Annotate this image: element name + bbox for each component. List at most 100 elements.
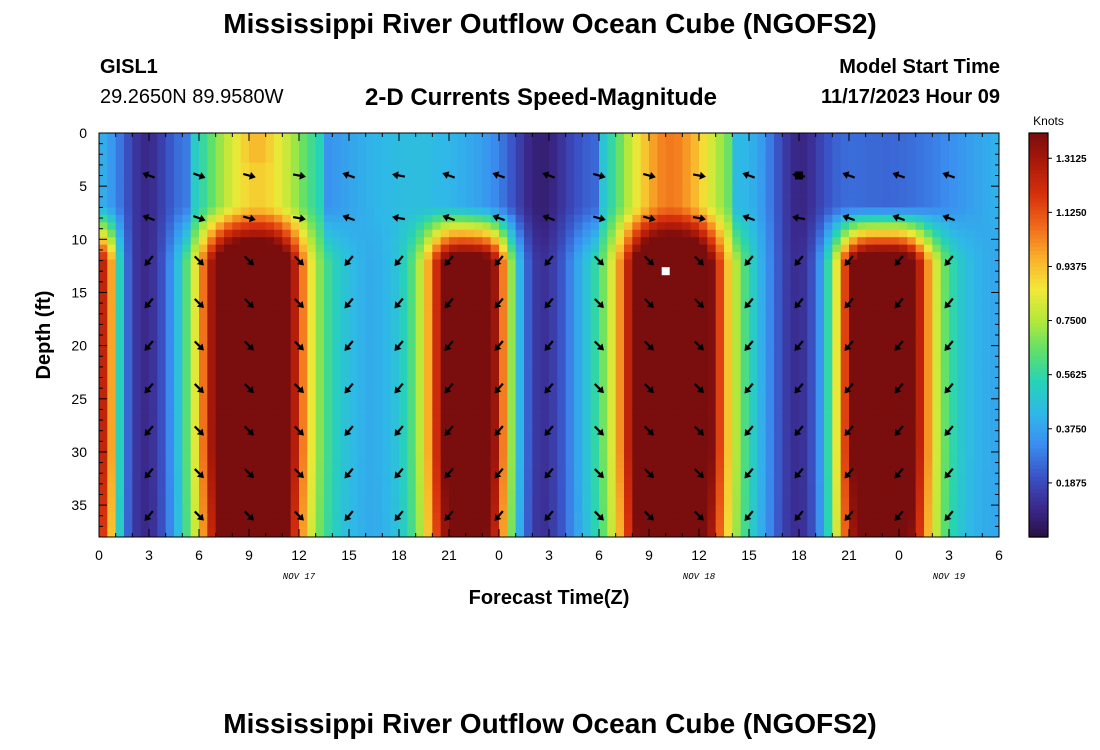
heatmap-cell bbox=[490, 438, 500, 447]
heatmap-cell bbox=[315, 296, 325, 305]
heatmap-cell bbox=[624, 252, 633, 261]
heatmap-cell bbox=[465, 512, 475, 521]
heatmap-cell bbox=[415, 445, 425, 454]
heatmap-cell bbox=[249, 378, 258, 387]
heatmap-cell bbox=[282, 356, 292, 365]
heatmap-cell bbox=[524, 430, 533, 439]
heatmap-cell bbox=[832, 505, 842, 514]
heatmap-cell bbox=[782, 512, 792, 521]
heatmap-cell bbox=[540, 519, 550, 528]
heatmap-cell bbox=[582, 453, 592, 461]
heatmap-cell bbox=[499, 460, 508, 469]
heatmap-cell bbox=[549, 505, 558, 514]
heatmap-cell bbox=[249, 185, 258, 194]
heatmap-cell bbox=[299, 207, 308, 216]
heatmap-cell bbox=[657, 386, 667, 394]
heatmap-cell bbox=[465, 326, 475, 335]
heatmap-cell bbox=[807, 147, 817, 156]
heatmap-cell bbox=[624, 378, 633, 387]
heatmap-cell bbox=[682, 400, 692, 409]
heatmap-cell bbox=[682, 460, 692, 469]
heatmap-cell bbox=[615, 482, 625, 491]
heatmap-cell bbox=[282, 237, 292, 246]
heatmap-cell bbox=[765, 244, 775, 253]
heatmap-cell bbox=[574, 304, 583, 313]
heatmap-cell bbox=[324, 356, 333, 365]
heatmap-cell bbox=[374, 453, 383, 461]
heatmap-cell bbox=[407, 363, 417, 372]
heatmap-cell bbox=[432, 229, 442, 238]
heatmap-cell bbox=[657, 490, 667, 499]
heatmap-cell bbox=[149, 281, 158, 290]
heatmap-cell bbox=[199, 177, 208, 186]
heatmap-cell bbox=[607, 400, 617, 409]
heatmap-cell bbox=[107, 326, 117, 335]
heatmap-cell bbox=[532, 177, 542, 186]
heatmap-cell bbox=[149, 400, 158, 409]
heatmap-cell bbox=[390, 534, 400, 538]
heatmap-cell bbox=[182, 430, 192, 439]
heatmap-cell bbox=[482, 475, 492, 484]
heatmap-cell bbox=[799, 133, 808, 141]
heatmap-cell bbox=[382, 289, 392, 298]
heatmap-cell bbox=[374, 170, 383, 179]
heatmap-cell bbox=[382, 177, 392, 186]
heatmap-cell bbox=[807, 333, 817, 342]
heatmap-cell bbox=[365, 147, 375, 156]
heatmap-cell bbox=[432, 430, 442, 439]
heatmap-cell bbox=[224, 519, 233, 528]
heatmap-cell bbox=[365, 214, 375, 223]
heatmap-cell bbox=[457, 199, 467, 208]
heatmap-cell bbox=[274, 237, 283, 246]
heatmap-cell bbox=[574, 423, 583, 432]
heatmap-cell bbox=[807, 274, 817, 283]
heatmap-cell bbox=[190, 133, 200, 141]
heatmap-cell bbox=[765, 371, 775, 380]
heatmap-cell bbox=[715, 445, 725, 454]
heatmap-cell bbox=[557, 237, 567, 246]
heatmap-cell bbox=[399, 415, 408, 424]
heatmap-cell bbox=[249, 393, 258, 402]
heatmap-cell bbox=[574, 266, 583, 275]
heatmap-cell bbox=[799, 445, 808, 454]
heatmap-cell bbox=[590, 430, 600, 439]
heatmap-cell bbox=[307, 438, 317, 447]
heatmap-cell bbox=[782, 155, 792, 164]
heatmap-cell bbox=[832, 356, 842, 365]
heatmap-cell bbox=[549, 177, 558, 186]
heatmap-cell bbox=[682, 386, 692, 394]
heatmap-cell bbox=[140, 274, 150, 283]
heatmap-cell bbox=[224, 430, 233, 439]
heatmap-cell bbox=[732, 222, 742, 231]
heatmap-cell bbox=[632, 259, 642, 268]
heatmap-cell bbox=[365, 445, 375, 454]
heatmap-cell bbox=[124, 304, 133, 313]
heatmap-cell bbox=[199, 490, 208, 499]
heatmap-cell bbox=[315, 415, 325, 424]
heatmap-cell bbox=[149, 185, 158, 194]
heatmap-cell bbox=[765, 348, 775, 357]
heatmap-cell bbox=[249, 356, 258, 365]
heatmap-cell bbox=[415, 430, 425, 439]
heatmap-cell bbox=[707, 155, 717, 164]
heatmap-cell bbox=[332, 311, 342, 320]
heatmap-cell bbox=[640, 259, 650, 268]
heatmap-cell bbox=[815, 214, 825, 223]
heatmap-cell bbox=[649, 519, 658, 528]
heatmap-cell bbox=[157, 326, 167, 335]
heatmap-cell bbox=[440, 326, 450, 335]
heatmap-cell bbox=[224, 274, 233, 283]
heatmap-cell bbox=[640, 207, 650, 216]
heatmap-cell bbox=[532, 185, 542, 194]
heatmap-cell bbox=[715, 423, 725, 432]
heatmap-cell bbox=[849, 162, 858, 171]
heatmap-cell bbox=[215, 311, 225, 320]
heatmap-cell bbox=[249, 527, 258, 536]
heatmap-cell bbox=[749, 244, 758, 253]
heatmap-cell bbox=[415, 185, 425, 194]
heatmap-cell bbox=[632, 445, 642, 454]
heatmap-cell bbox=[407, 505, 417, 514]
heatmap-cell bbox=[115, 252, 125, 261]
heatmap-cell bbox=[590, 386, 600, 394]
heatmap-cell bbox=[615, 430, 625, 439]
